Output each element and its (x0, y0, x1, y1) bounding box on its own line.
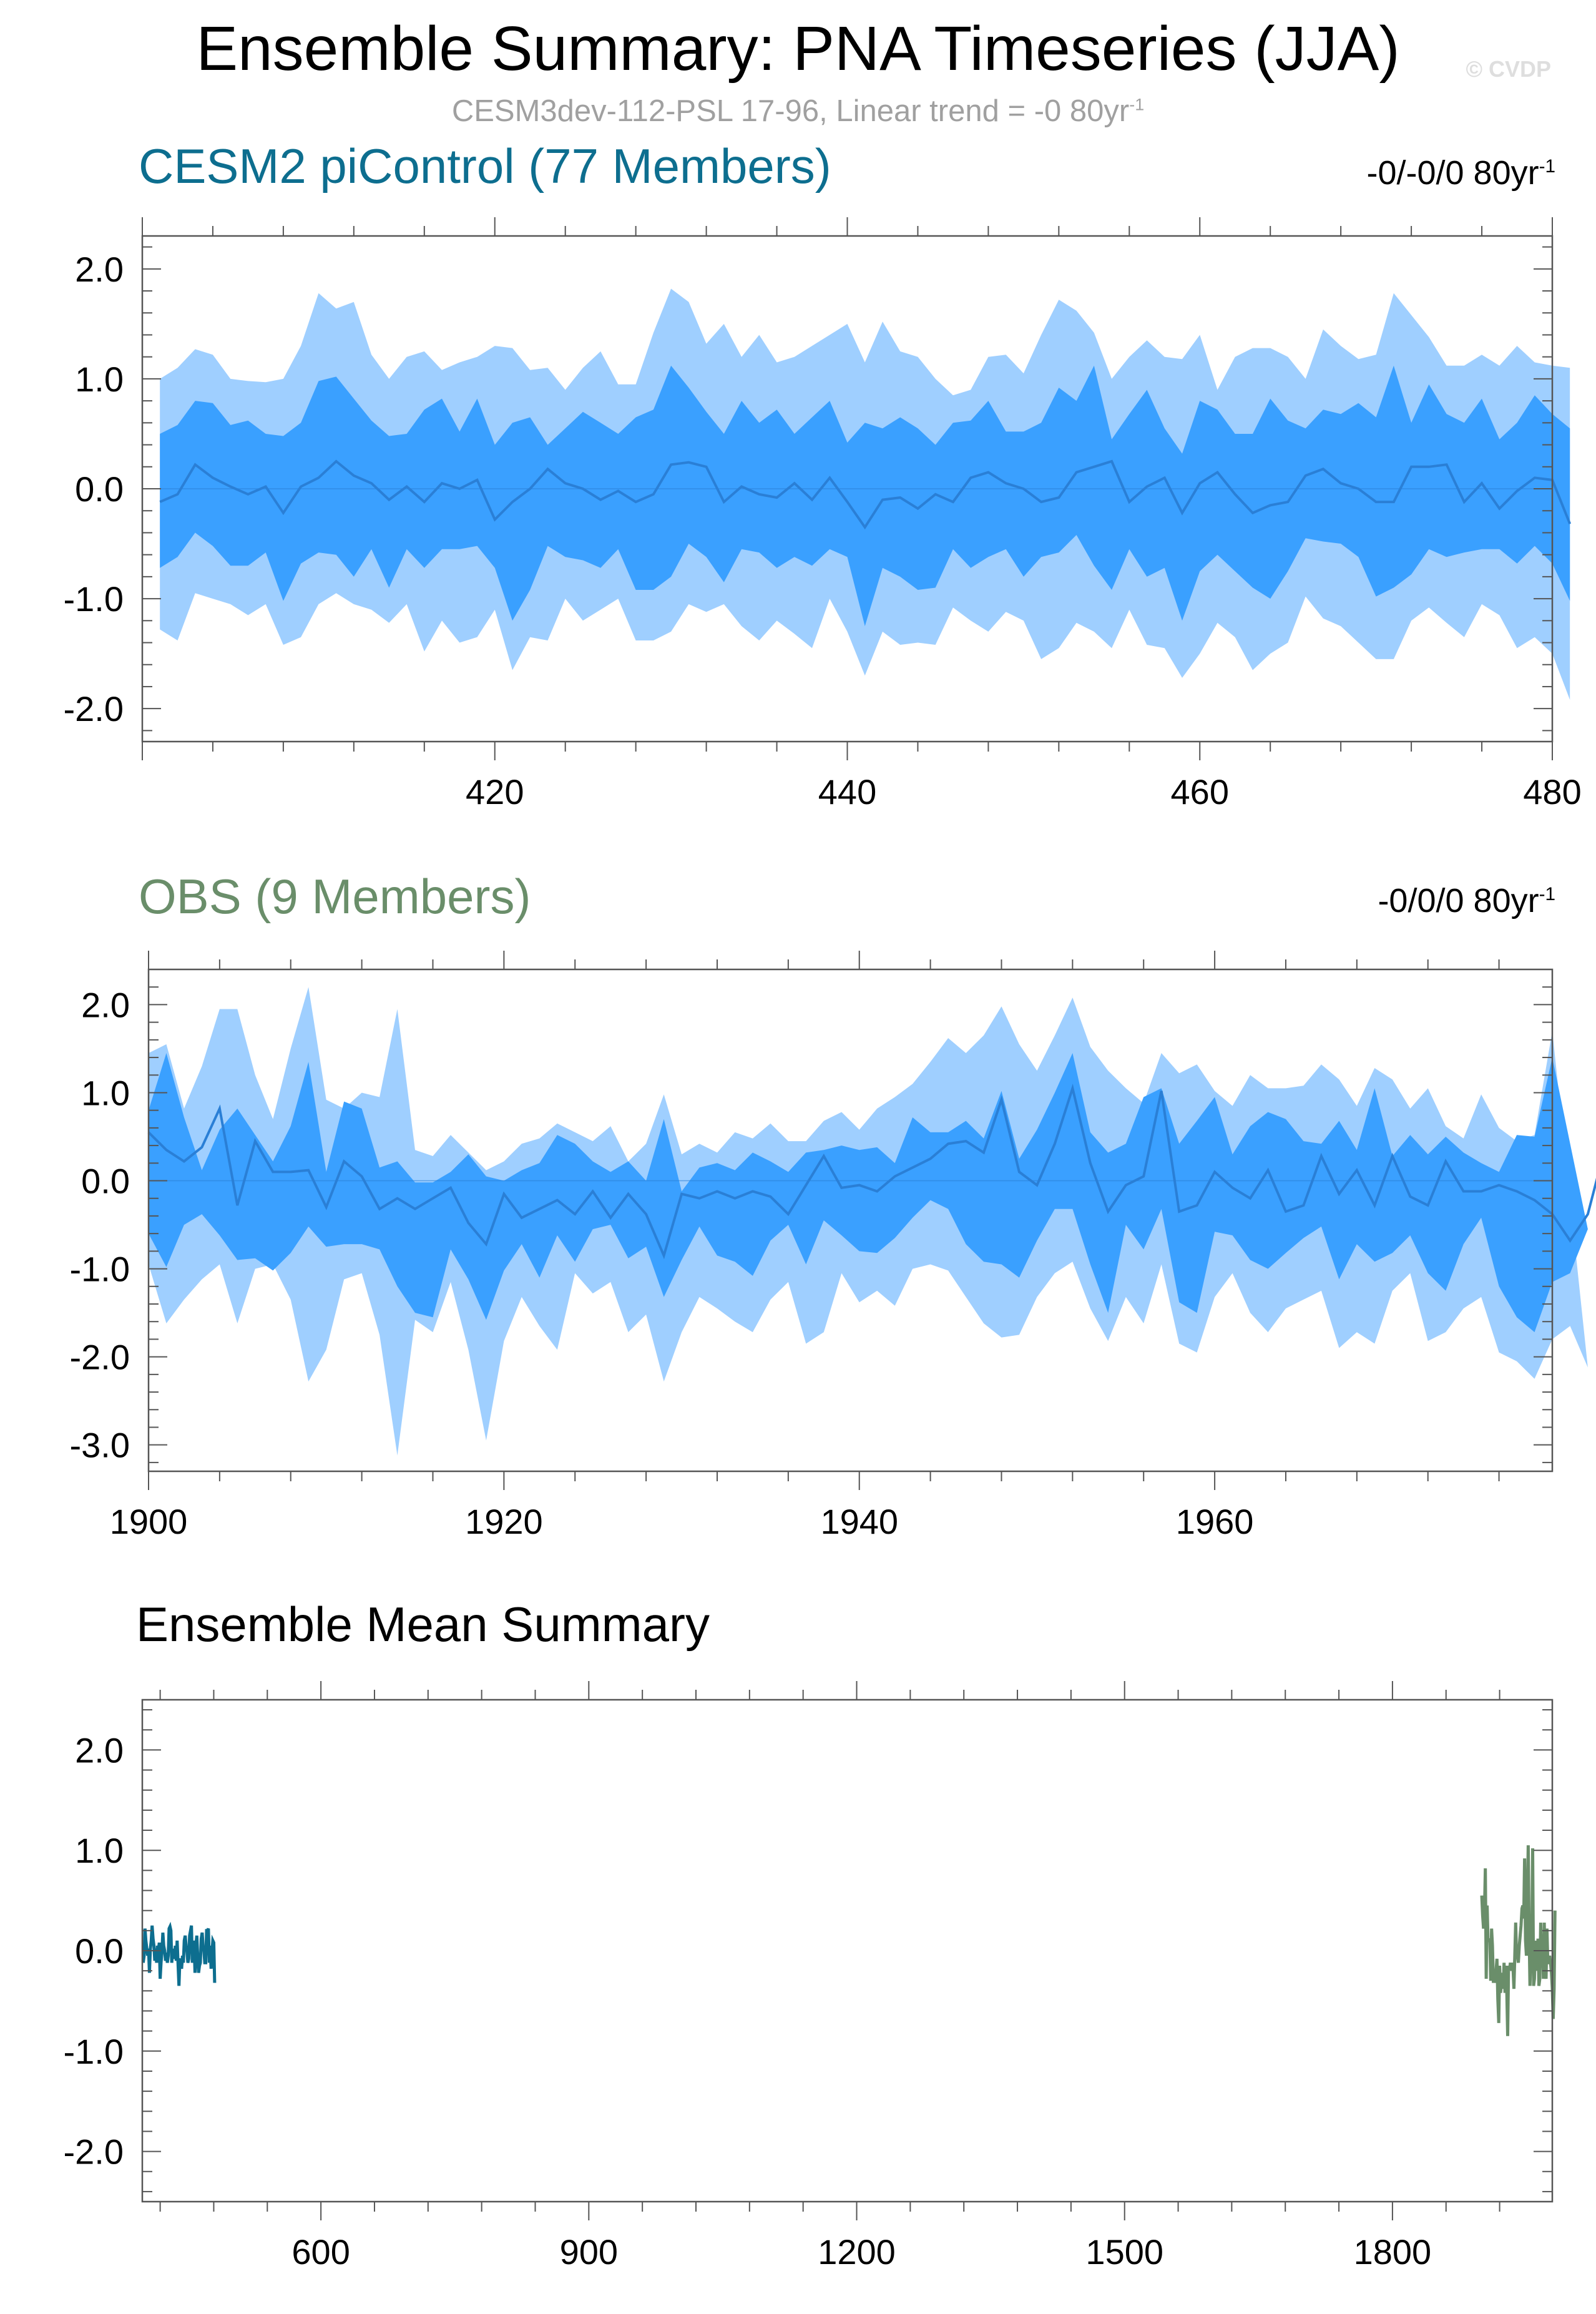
main-title: Ensemble Summary: PNA Timeseries (JJA) (196, 14, 1400, 84)
obs-panel-title: OBS (9 Members) (139, 869, 531, 924)
obs-summary-line (1480, 1845, 1557, 2036)
cesm2-panel-title: CESM2 piControl (77 Members) (139, 139, 831, 194)
subtitle: CESM3dev-112-PSL 17-96, Linear trend = -… (0, 94, 1596, 129)
obs-x-tick-label: 1920 (465, 1502, 543, 1541)
obs-mean-line (147, 1083, 1596, 1260)
obs-x-tick-label: 1900 (110, 1502, 188, 1541)
summary-panel-title: Ensemble Mean Summary (136, 1597, 710, 1652)
summary-plot-area (142, 1700, 1552, 2202)
obs-trend-text: -0/0/0 80yr (1378, 882, 1539, 919)
subtitle-text: CESM3dev-112-PSL 17-96, Linear trend = -… (451, 94, 1130, 128)
cesm2-x-tick-label: 480 (1523, 772, 1581, 811)
summary-x-tick-label: 1200 (818, 2232, 896, 2272)
cesm2-inner-band (160, 365, 1570, 627)
cesm2-y-tick-label: 0.0 (75, 469, 124, 509)
obs-plot-frame (147, 968, 1554, 1473)
obs-inner-band (149, 1053, 1588, 1333)
obs-y-tick-label: 2.0 (81, 985, 130, 1024)
cvdp-watermark: © CVDP (1466, 56, 1551, 82)
summary-y-tick-label: -2.0 (64, 2132, 124, 2172)
summary-x-tick-label: 600 (291, 2232, 350, 2272)
obs-y-tick-label: -3.0 (70, 1426, 130, 1465)
summary-x-tick-label: 1500 (1085, 2232, 1163, 2272)
summary-x-tick-label: 900 (560, 2232, 618, 2272)
subtitle-exponent: -1 (1129, 95, 1145, 114)
summary-y-tick-label: 2.0 (75, 1730, 124, 1770)
obs-trend-exponent: -1 (1539, 884, 1555, 905)
obs-y-tick-label: 0.0 (81, 1162, 130, 1201)
cesm2-x-tick-label: 460 (1171, 772, 1229, 811)
cesm2-y-tick-label: -2.0 (64, 689, 124, 728)
summary-y-tick-label: 0.0 (75, 1931, 124, 1971)
obs-y-tick-label: 1.0 (81, 1073, 130, 1112)
cesm2-summary-line (141, 1921, 217, 1986)
cesm2-x-tick-label: 420 (466, 772, 524, 811)
cesm2-trend-exponent: -1 (1539, 156, 1555, 177)
cesm2-y-tick-label: 2.0 (75, 250, 124, 289)
obs-x-tick-label: 1940 (820, 1502, 898, 1541)
cesm2-mean-line (159, 459, 1572, 530)
cesm2-trend-text: -0/-0/0 80yr (1366, 154, 1539, 192)
obs-x-tick-label: 1960 (1176, 1502, 1254, 1541)
cesm2-y-tick-label: -1.0 (64, 579, 124, 619)
cesm2-trend-label: -0/-0/0 80yr-1 (1366, 154, 1555, 192)
obs-trend-label: -0/0/0 80yr-1 (1378, 881, 1555, 920)
obs-y-tick-label: -1.0 (70, 1250, 130, 1289)
cesm2-x-tick-label: 440 (818, 772, 876, 811)
obs-y-tick-label: -2.0 (70, 1338, 130, 1377)
cesm2-y-tick-label: 1.0 (75, 360, 124, 399)
summary-y-tick-label: -1.0 (64, 2032, 124, 2071)
summary-x-tick-label: 1800 (1354, 2232, 1432, 2272)
summary-y-tick-label: 1.0 (75, 1831, 124, 1870)
